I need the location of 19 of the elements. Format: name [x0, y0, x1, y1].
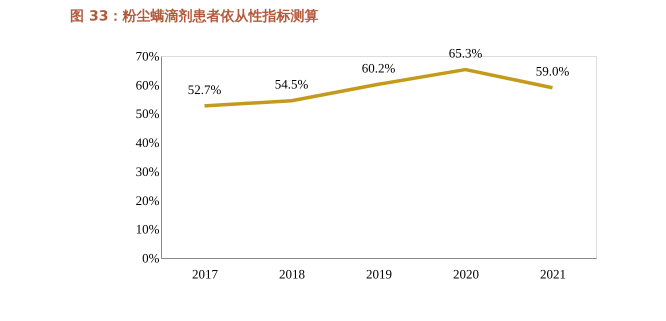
- x-tick-label: 2019: [366, 266, 392, 282]
- text: 54.5%: [274, 76, 308, 92]
- y-tick-label: 70%: [136, 48, 160, 64]
- text: 60.2%: [362, 60, 396, 76]
- y-tick-label: 0%: [142, 250, 160, 266]
- x-tick-label: 2021: [540, 266, 566, 282]
- chart-title: 图 33：粉尘螨滴剂患者依从性指标测算: [70, 8, 319, 25]
- x-tick-label: 2017: [192, 266, 218, 282]
- y-tick-label: 20%: [136, 192, 160, 208]
- y-tick-label: 40%: [136, 135, 160, 150]
- text: 65.3%: [448, 46, 482, 61]
- y-tick-label: 50%: [136, 106, 160, 122]
- y-tick-label: 10%: [136, 222, 160, 237]
- y-tick-label: 30%: [136, 164, 160, 179]
- y-tick-label: 60%: [136, 77, 160, 92]
- text: 52.7%: [188, 82, 222, 97]
- text: 59.0%: [536, 64, 570, 79]
- x-tick-label: 2018: [279, 266, 305, 282]
- x-tick-label: 2020: [453, 266, 479, 282]
